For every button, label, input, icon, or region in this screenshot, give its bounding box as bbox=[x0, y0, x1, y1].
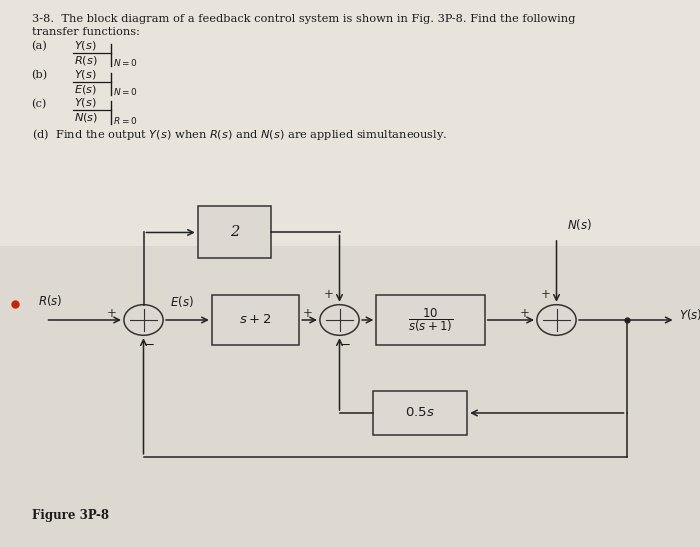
Text: $R(s)$: $R(s)$ bbox=[38, 293, 63, 308]
Bar bbox=[372, 391, 468, 435]
Circle shape bbox=[124, 305, 163, 335]
Text: $N{=}0$: $N{=}0$ bbox=[113, 57, 139, 68]
Circle shape bbox=[320, 305, 359, 335]
Text: +: + bbox=[541, 288, 551, 301]
Text: Figure 3P-8: Figure 3P-8 bbox=[32, 509, 108, 522]
Text: −: − bbox=[340, 339, 351, 352]
Text: +: + bbox=[302, 307, 312, 320]
Text: +: + bbox=[324, 288, 334, 301]
Text: (b): (b) bbox=[32, 70, 48, 80]
Text: $\dfrac{10}{s(s+1)}$: $\dfrac{10}{s(s+1)}$ bbox=[408, 306, 453, 334]
Text: +: + bbox=[106, 307, 116, 320]
Text: $N(s)$: $N(s)$ bbox=[74, 111, 98, 124]
Text: $N{=}0$: $N{=}0$ bbox=[113, 86, 139, 97]
Text: $Y(s)$: $Y(s)$ bbox=[679, 307, 700, 322]
Text: $Y(s)$: $Y(s)$ bbox=[74, 96, 97, 109]
Text: 2: 2 bbox=[230, 225, 239, 240]
Text: +: + bbox=[519, 307, 529, 320]
Text: $E(s)$: $E(s)$ bbox=[170, 294, 194, 309]
Text: $s + 2$: $s + 2$ bbox=[239, 313, 272, 327]
Text: $R{=}0$: $R{=}0$ bbox=[113, 115, 138, 126]
Text: (c): (c) bbox=[32, 98, 47, 109]
Text: 3-8.  The block diagram of a feedback control system is shown in Fig. 3P-8. Find: 3-8. The block diagram of a feedback con… bbox=[32, 14, 575, 24]
Text: transfer functions:: transfer functions: bbox=[32, 27, 139, 37]
Text: $E(s)$: $E(s)$ bbox=[74, 83, 97, 96]
Bar bbox=[211, 295, 300, 345]
Circle shape bbox=[537, 305, 576, 335]
Text: $Y(s)$: $Y(s)$ bbox=[74, 68, 97, 81]
Text: (a): (a) bbox=[32, 41, 48, 51]
Bar bbox=[0, 0, 700, 246]
Text: $R(s)$: $R(s)$ bbox=[74, 54, 97, 67]
Text: $0.5s$: $0.5s$ bbox=[405, 406, 435, 420]
Text: $Y(s)$: $Y(s)$ bbox=[74, 39, 97, 52]
Bar bbox=[0, 246, 700, 547]
Text: (d)  Find the output $Y(s)$ when $R(s)$ and $N(s)$ are applied simultaneously.: (d) Find the output $Y(s)$ when $R(s)$ a… bbox=[32, 127, 447, 142]
Text: $N(s)$: $N(s)$ bbox=[567, 218, 592, 232]
Bar bbox=[377, 295, 484, 345]
Bar bbox=[198, 207, 272, 259]
Text: −: − bbox=[144, 339, 155, 352]
